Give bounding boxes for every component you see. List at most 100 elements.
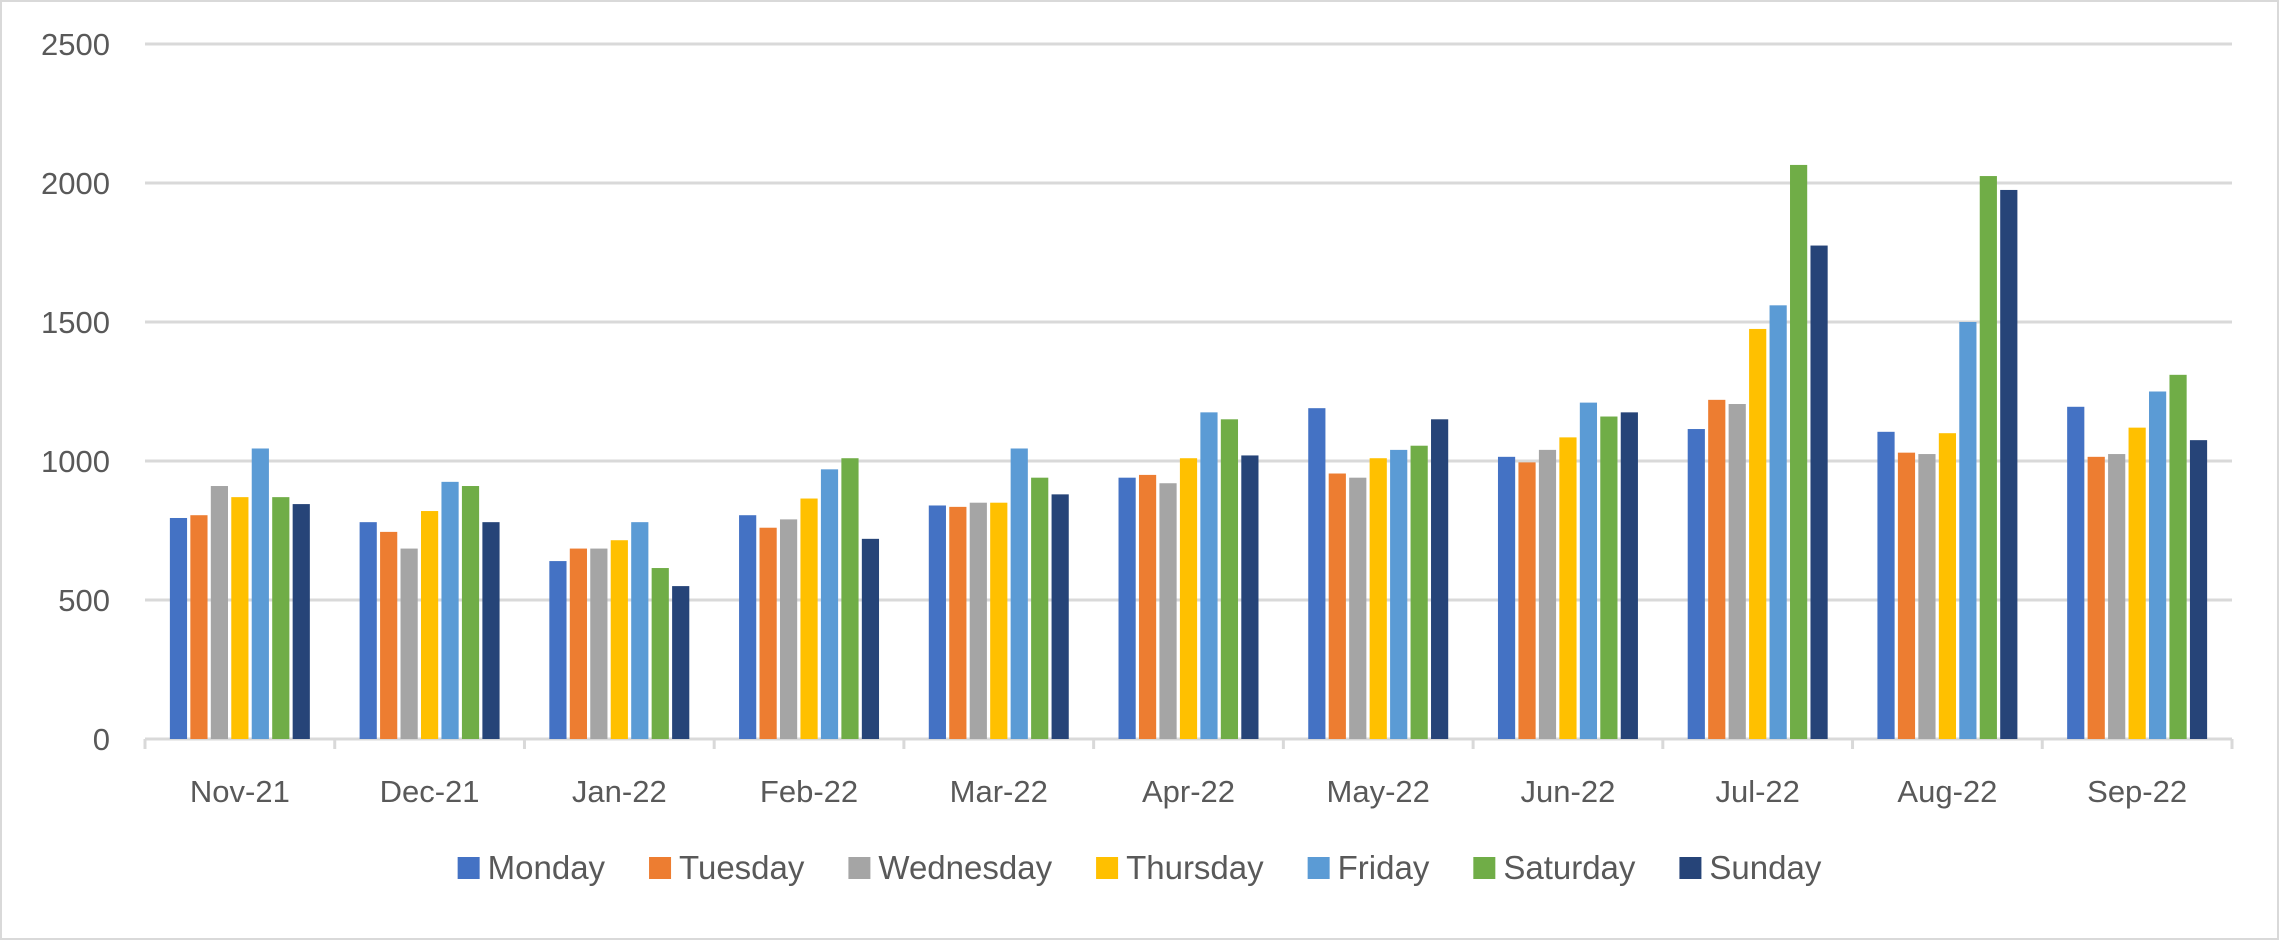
bars xyxy=(169,164,2208,740)
y-tick-label: 2000 xyxy=(41,166,110,201)
bar-wednesday-dec-21 xyxy=(400,548,418,739)
bar-monday-feb-22 xyxy=(739,515,757,739)
y-tick-label: 0 xyxy=(93,722,110,757)
legend-swatch-saturday xyxy=(1473,857,1496,879)
bar-sunday-jan-22 xyxy=(672,586,690,739)
bar-friday-nov-21 xyxy=(251,448,269,739)
bar-tuesday-nov-21 xyxy=(190,515,208,739)
x-tick-label: Apr-22 xyxy=(1142,774,1235,809)
bar-tuesday-aug-22 xyxy=(1897,452,1916,739)
bar-monday-aug-22 xyxy=(1877,431,1895,739)
x-tick-label: Aug-22 xyxy=(1897,774,1997,809)
bar-sunday-nov-21 xyxy=(292,504,310,739)
bar-friday-aug-22 xyxy=(1959,322,1977,739)
x-tick-label: Jun-22 xyxy=(1521,774,1616,809)
bar-monday-may-22 xyxy=(1308,408,1326,739)
bar-monday-jul-22 xyxy=(1687,429,1705,739)
bar-friday-jan-22 xyxy=(631,522,649,739)
bar-saturday-jul-22 xyxy=(1790,164,1808,739)
y-tick-label: 500 xyxy=(58,583,110,618)
bar-thursday-jul-22 xyxy=(1749,328,1767,739)
bar-tuesday-jan-22 xyxy=(569,548,587,739)
bar-thursday-jan-22 xyxy=(610,540,628,739)
bar-sunday-apr-22 xyxy=(1241,455,1259,739)
bar-wednesday-may-22 xyxy=(1349,477,1367,739)
bar-tuesday-jun-22 xyxy=(1518,462,1536,739)
bar-wednesday-mar-22 xyxy=(969,502,987,739)
legend-swatch-wednesday xyxy=(848,857,871,879)
bar-sunday-jun-22 xyxy=(1620,412,1638,739)
legend-label-friday: Friday xyxy=(1338,849,1430,886)
bar-saturday-nov-21 xyxy=(272,497,290,739)
bar-tuesday-sep-22 xyxy=(2087,456,2105,739)
bar-friday-apr-22 xyxy=(1200,412,1218,739)
x-tick-label: Nov-21 xyxy=(190,774,290,809)
bar-tuesday-feb-22 xyxy=(759,527,777,739)
bar-tuesday-apr-22 xyxy=(1138,474,1157,739)
bar-thursday-feb-22 xyxy=(800,498,818,739)
x-tick-label: Dec-21 xyxy=(380,774,480,809)
bar-friday-mar-22 xyxy=(1010,448,1028,739)
bar-sunday-aug-22 xyxy=(2000,189,2018,739)
bar-friday-jul-22 xyxy=(1769,305,1787,739)
bar-sunday-may-22 xyxy=(1431,419,1449,739)
x-tick-label: Sep-22 xyxy=(2087,774,2187,809)
x-tick-label: Jul-22 xyxy=(1715,774,1799,809)
bar-thursday-aug-22 xyxy=(1938,433,1957,739)
bar-saturday-apr-22 xyxy=(1220,419,1239,739)
bar-sunday-sep-22 xyxy=(2189,440,2208,739)
bar-friday-feb-22 xyxy=(820,469,839,739)
y-tick-label: 2500 xyxy=(41,27,110,62)
bar-wednesday-feb-22 xyxy=(779,519,798,739)
legend-label-thursday: Thursday xyxy=(1126,849,1264,886)
bar-saturday-jun-22 xyxy=(1600,416,1618,739)
bar-wednesday-jan-22 xyxy=(590,548,608,739)
legend: Monday Tuesday Wednesday Thursday Friday Satu… xyxy=(457,849,1822,886)
legend-label-saturday: Saturday xyxy=(1503,849,1636,886)
legend-swatch-monday xyxy=(457,857,480,879)
bar-saturday-sep-22 xyxy=(2169,374,2187,739)
bar-thursday-jun-22 xyxy=(1559,437,1577,739)
legend-label-monday: Monday xyxy=(488,849,606,886)
bar-saturday-feb-22 xyxy=(841,458,859,739)
bar-thursday-apr-22 xyxy=(1179,458,1198,739)
bar-tuesday-dec-21 xyxy=(380,531,398,739)
legend-swatch-tuesday xyxy=(649,857,672,879)
x-tick-label: Feb-22 xyxy=(760,774,858,809)
bar-saturday-aug-22 xyxy=(1979,176,1997,740)
legend-swatch-friday xyxy=(1307,857,1330,879)
bar-wednesday-apr-22 xyxy=(1159,483,1177,739)
bar-monday-mar-22 xyxy=(928,505,946,739)
bar-monday-dec-21 xyxy=(359,522,377,739)
bar-monday-jun-22 xyxy=(1497,456,1516,739)
bar-friday-may-22 xyxy=(1390,449,1408,739)
bar-thursday-nov-21 xyxy=(231,497,249,739)
bar-thursday-mar-22 xyxy=(990,502,1008,739)
bar-friday-sep-22 xyxy=(2149,391,2167,739)
bar-saturday-mar-22 xyxy=(1031,477,1049,739)
bar-friday-jun-22 xyxy=(1579,402,1598,739)
bar-wednesday-aug-22 xyxy=(1918,454,1936,739)
bar-monday-apr-22 xyxy=(1118,477,1136,739)
legend-label-tuesday: Tuesday xyxy=(679,849,805,886)
legend-swatch-sunday xyxy=(1679,857,1702,879)
bar-wednesday-sep-22 xyxy=(2108,454,2126,739)
y-tick-label: 1500 xyxy=(41,305,110,340)
bar-monday-jan-22 xyxy=(549,561,567,739)
bar-thursday-dec-21 xyxy=(420,511,439,739)
bar-monday-sep-22 xyxy=(2067,406,2085,739)
bar-tuesday-mar-22 xyxy=(949,506,967,739)
bar-saturday-dec-21 xyxy=(461,486,480,739)
bar-sunday-dec-21 xyxy=(482,522,500,739)
bar-sunday-jul-22 xyxy=(1810,245,1828,740)
bar-tuesday-may-22 xyxy=(1328,473,1346,739)
bar-sunday-feb-22 xyxy=(861,538,880,739)
bar-saturday-may-22 xyxy=(1410,445,1428,739)
bar-friday-dec-21 xyxy=(441,481,459,739)
x-tick-label: Mar-22 xyxy=(950,774,1048,809)
legend-label-wednesday: Wednesday xyxy=(878,849,1052,886)
legend-swatch-thursday xyxy=(1096,857,1119,879)
bar-thursday-may-22 xyxy=(1369,458,1387,739)
x-tick-label: Jan-22 xyxy=(572,774,667,809)
